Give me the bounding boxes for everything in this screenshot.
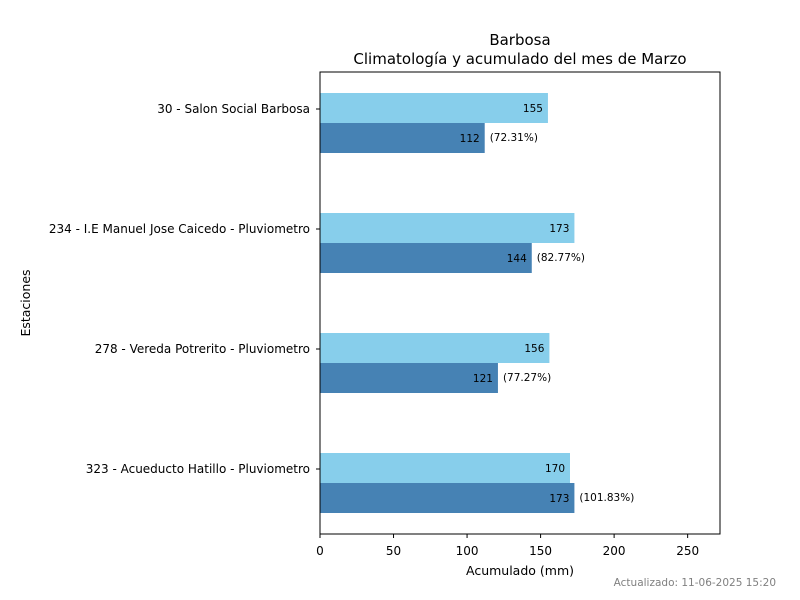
bar-value-label: 144: [507, 253, 527, 265]
bar-value-label: 112: [460, 133, 480, 145]
bar-value-label: 155: [523, 103, 543, 115]
y-tick-label: 30 - Salon Social Barbosa: [157, 102, 310, 116]
bar-value-label: 121: [473, 373, 493, 385]
bar-accumulated: [320, 123, 485, 153]
bar-percent-label: (101.83%): [579, 492, 634, 504]
x-tick-label: 0: [316, 544, 324, 558]
bar-percent-label: (77.27%): [503, 372, 551, 384]
updated-timestamp: Actualizado: 11-06-2025 15:20: [614, 577, 776, 589]
x-axis-label: Acumulado (mm): [466, 563, 574, 578]
x-tick-label: 100: [456, 544, 479, 558]
x-tick-label: 150: [529, 544, 552, 558]
x-axis: 0 50 100 150 200 250: [316, 534, 699, 558]
y-tick-label: 234 - I.E Manuel Jose Caicedo - Pluviome…: [49, 222, 310, 236]
bar-climatology: [320, 333, 550, 363]
bar-climatology: [320, 453, 570, 483]
chart-subtitle: Climatología y acumulado del mes de Marz…: [353, 50, 686, 68]
y-axis-label: Estaciones: [18, 269, 33, 336]
x-tick-label: 200: [603, 544, 626, 558]
bar-climatology: [320, 93, 548, 123]
bar-accumulated: [320, 243, 532, 273]
chart-title: Barbosa: [489, 31, 550, 49]
bar-accumulated: [320, 363, 498, 393]
bar-value-label: 170: [545, 463, 565, 475]
bar-value-label: 156: [524, 343, 544, 355]
x-tick-label: 50: [386, 544, 401, 558]
y-axis: 30 - Salon Social Barbosa 234 - I.E Manue…: [49, 102, 320, 476]
y-tick-label: 323 - Acueducto Hatillo - Pluviometro: [86, 462, 310, 476]
bar-accumulated: [320, 483, 575, 513]
bar-value-label: 173: [549, 493, 569, 505]
plot-frame: [319, 71, 721, 535]
y-tick-label: 278 - Vereda Potrerito - Pluviometro: [95, 342, 310, 356]
bar-value-label: 173: [549, 223, 569, 235]
plot-area: 155 112 (72.31%) 173 144 (82.77%) 156 121 (77.27…: [320, 93, 634, 513]
bar-percent-label: (82.77%): [537, 252, 585, 264]
bar-percent-label: (72.31%): [490, 132, 538, 144]
bar-climatology: [320, 213, 575, 243]
x-tick-label: 250: [676, 544, 699, 558]
